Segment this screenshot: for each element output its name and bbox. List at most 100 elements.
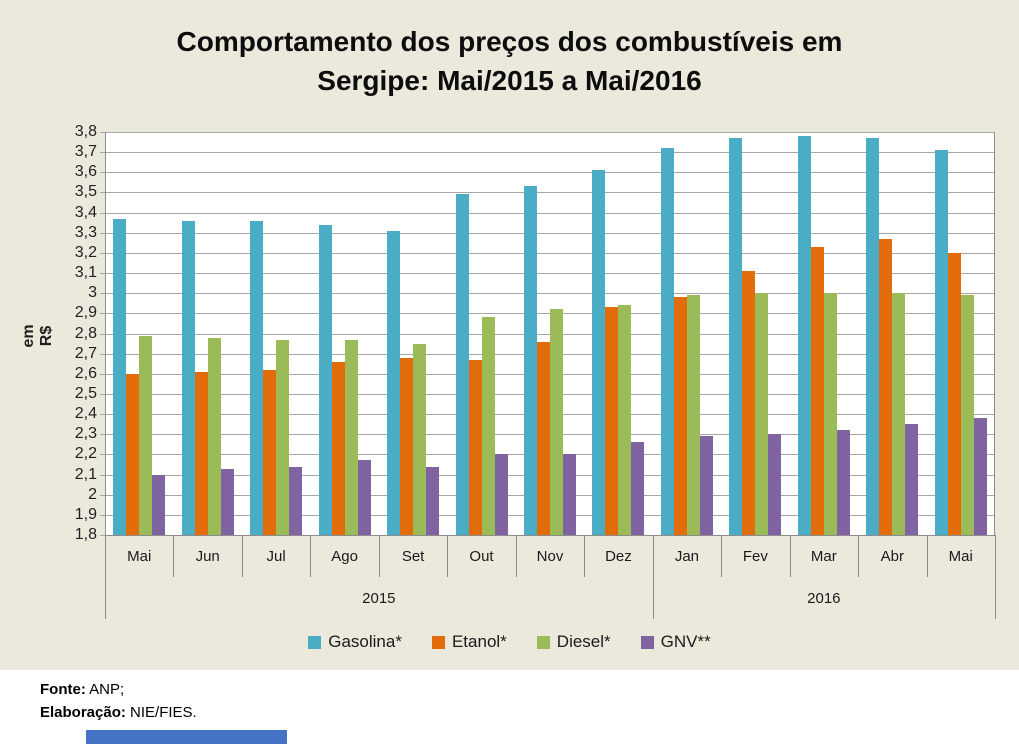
legend-item: Gasolina* xyxy=(308,632,402,652)
x-tick-label-year: 2016 xyxy=(807,589,841,607)
plot-right-border xyxy=(994,132,995,535)
bar-gasolina-ago xyxy=(318,224,332,535)
bar-gnv-ago xyxy=(357,460,371,535)
month-separator xyxy=(241,535,243,577)
gridline xyxy=(100,212,995,214)
legend: Gasolina* Etanol* Diesel* GNV** xyxy=(0,632,1019,652)
bar-etanol-nov xyxy=(537,341,550,535)
bar-diesel-abr xyxy=(892,293,906,535)
x-tick-label-month: Mai xyxy=(948,547,973,565)
month-separator xyxy=(926,535,928,577)
bar-etanol-mai xyxy=(947,252,961,535)
bar-diesel-jun xyxy=(207,337,221,535)
gridline xyxy=(100,252,995,254)
y-tick-label: 2,5 xyxy=(74,384,97,402)
y-tick-label: 2,3 xyxy=(74,425,97,443)
bar-diesel-jan xyxy=(686,295,700,535)
bar-gasolina-out xyxy=(455,194,469,535)
gridline xyxy=(100,172,995,174)
y-tick-label: 3,7 xyxy=(74,143,97,161)
year-separator xyxy=(995,577,996,619)
bar-diesel-mar xyxy=(823,293,837,535)
bar-etanol-fev xyxy=(742,271,756,535)
bar-etanol-set xyxy=(400,357,414,535)
month-separator xyxy=(447,535,449,577)
gridline xyxy=(100,333,995,335)
bar-gnv-dez xyxy=(631,442,645,535)
chart-title: Comportamento dos preços dos combustívei… xyxy=(176,26,843,96)
bar-diesel-mai xyxy=(960,295,974,535)
bar-gasolina-jan xyxy=(660,148,674,535)
bar-gnv-abr xyxy=(905,424,919,535)
bar-diesel-fev xyxy=(755,293,769,535)
bar-etanol-jul xyxy=(263,369,277,535)
legend-item: Diesel* xyxy=(536,632,611,652)
legend-swatch-gnv xyxy=(640,635,654,649)
bar-gnv-mai xyxy=(152,474,166,535)
bar-etanol-dez xyxy=(605,307,619,535)
x-tick-label-year: 2015 xyxy=(362,589,396,607)
footer-fonte-line: Fonte: ANP; xyxy=(40,678,197,701)
bar-diesel-jul xyxy=(276,339,290,535)
month-separator xyxy=(378,535,380,577)
bar-etanol-jan xyxy=(673,297,687,535)
y-tick-label: 2,9 xyxy=(74,304,97,322)
fonte-value: ANP; xyxy=(89,681,125,698)
bar-diesel-nov xyxy=(550,309,563,535)
x-tick-label-month: Fev xyxy=(742,547,768,565)
legend-item: Etanol* xyxy=(431,632,507,652)
legend-label: Etanol* xyxy=(451,632,507,651)
y-tick-label: 2,6 xyxy=(74,364,97,382)
gridline xyxy=(100,232,995,234)
y-tick-label: 3,1 xyxy=(74,264,97,282)
elaboracao-label: Elaboração: xyxy=(40,704,126,721)
legend-label: GNV** xyxy=(660,632,711,651)
fonte-label: Fonte: xyxy=(40,681,86,698)
month-separator xyxy=(584,535,586,577)
x-tick-label-month: Mai xyxy=(127,547,152,565)
month-separator xyxy=(105,535,106,577)
bottom-blue-bar xyxy=(86,730,287,744)
fuel-price-chart: Comportamento dos preços dos combustívei… xyxy=(0,0,1019,670)
y-tick-label: 2,7 xyxy=(74,344,97,362)
legend-swatch-diesel xyxy=(536,635,550,649)
y-tick-label: 3,5 xyxy=(74,183,97,201)
bar-gnv-mai xyxy=(973,418,987,535)
footer-elaboracao-line: Elaboração: NIE/FIES. xyxy=(40,701,197,724)
y-tick-label: 2 xyxy=(88,485,97,503)
year-separator xyxy=(105,577,106,619)
bar-gnv-mar xyxy=(836,430,850,535)
y-tick-label: 2,4 xyxy=(74,405,97,423)
x-tick-label-month: Jan xyxy=(674,547,699,565)
y-tick-label: 3,4 xyxy=(74,203,97,221)
y-tick-label: 2,2 xyxy=(74,445,97,463)
bar-gasolina-fev xyxy=(729,138,743,535)
x-axis-line xyxy=(105,535,996,536)
y-axis-title: em R$ xyxy=(20,324,55,348)
x-tick-label-month: Dez xyxy=(605,547,632,565)
bar-etanol-jun xyxy=(194,371,208,535)
x-tick-label-month: Abr xyxy=(880,547,904,565)
y-tick-label: 3,2 xyxy=(74,243,97,261)
y-axis-line xyxy=(105,132,106,535)
month-separator xyxy=(789,535,791,577)
bar-gasolina-jun xyxy=(181,220,195,535)
gridline xyxy=(100,192,995,194)
bar-etanol-out xyxy=(468,359,482,535)
y-tick-label: 3,8 xyxy=(74,123,97,140)
gridline xyxy=(100,273,995,275)
month-separator xyxy=(515,535,517,577)
gridline xyxy=(100,132,995,133)
month-separator xyxy=(858,535,860,577)
month-separator xyxy=(310,535,312,577)
bar-gnv-out xyxy=(494,454,508,535)
y-tick-label: 2,8 xyxy=(74,324,97,342)
gridline xyxy=(100,293,995,295)
y-tick-label: 1,8 xyxy=(74,526,97,543)
bar-diesel-ago xyxy=(344,339,358,535)
y-tick-label: 1,9 xyxy=(74,505,97,523)
bar-gasolina-nov xyxy=(524,186,537,535)
y-tick-label: 2,1 xyxy=(74,465,97,483)
month-separator xyxy=(652,535,654,577)
bar-diesel-dez xyxy=(618,305,632,535)
